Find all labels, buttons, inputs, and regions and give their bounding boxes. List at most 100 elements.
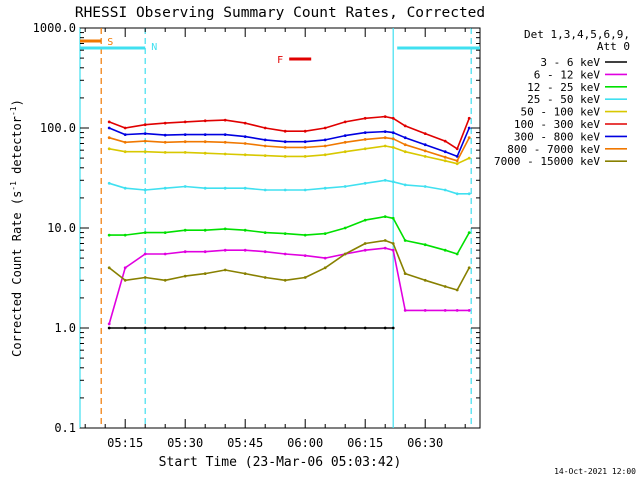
data-point (323, 232, 327, 236)
data-point (283, 232, 287, 236)
y-tick-label: 1000.0 (33, 21, 76, 35)
data-point (143, 132, 147, 136)
data-point (423, 309, 427, 312)
data-point (467, 156, 471, 160)
data-point (107, 120, 111, 124)
data-point (123, 266, 127, 270)
legend-header-attenuator: Att 0 (597, 40, 630, 53)
x-tick-label: 06:00 (287, 436, 323, 450)
data-point (363, 242, 367, 245)
series-line (108, 115, 470, 150)
data-point (323, 186, 327, 190)
data-point (283, 278, 287, 282)
legend-entry-label: 100 - 300 keV (514, 118, 600, 131)
data-point (183, 274, 187, 278)
data-point (443, 285, 447, 288)
data-point (403, 150, 407, 154)
legend-entry-label: 800 - 7000 keV (507, 143, 600, 156)
data-point (123, 186, 127, 190)
data-point (283, 155, 287, 158)
series-lines (107, 115, 471, 330)
data-point (323, 256, 327, 260)
y-axis: 0.1 1.0 10.0 100.0 1000.0 (33, 21, 480, 435)
data-point (467, 266, 471, 270)
vertical-marker-lines (79, 28, 472, 428)
data-point (383, 246, 387, 250)
data-point (403, 183, 407, 187)
data-point (143, 252, 147, 256)
x-tick-label: 05:45 (227, 436, 263, 450)
data-point (163, 186, 167, 190)
data-point (107, 266, 111, 270)
x-tick-label: 05:15 (107, 436, 143, 450)
data-point (423, 132, 427, 136)
data-point (383, 144, 387, 148)
data-point (363, 248, 367, 252)
data-point (203, 326, 207, 330)
data-point (343, 120, 347, 124)
data-point (391, 242, 395, 245)
data-point (263, 231, 267, 235)
data-point (383, 130, 387, 134)
flag-label-f: F (277, 55, 283, 66)
data-point (343, 134, 347, 138)
y-tick-label: 100.0 (40, 121, 76, 135)
data-point (403, 272, 407, 275)
data-point (303, 188, 307, 192)
data-point (243, 272, 247, 275)
data-point (183, 326, 187, 330)
data-point (163, 326, 167, 330)
data-point (363, 131, 367, 135)
data-point (303, 233, 307, 237)
data-point (423, 149, 427, 153)
data-point (363, 181, 367, 185)
data-point (123, 133, 127, 137)
data-point (107, 181, 111, 185)
data-point (183, 133, 187, 137)
data-point (123, 233, 127, 237)
data-point (423, 143, 427, 147)
data-point (223, 227, 227, 231)
data-point (263, 188, 267, 192)
data-point (443, 188, 447, 192)
x-tick-label: 06:30 (407, 436, 443, 450)
data-point (455, 309, 459, 312)
data-point (303, 140, 307, 144)
data-point (143, 188, 147, 192)
data-point (403, 143, 407, 147)
data-point (143, 276, 147, 279)
data-point (183, 120, 187, 124)
data-point (143, 326, 147, 330)
data-point (383, 239, 387, 242)
data-point (263, 276, 267, 279)
data-point (283, 326, 287, 330)
data-point (223, 186, 227, 190)
data-point (283, 140, 287, 144)
data-point (343, 140, 347, 144)
flag-label-n: N (151, 42, 157, 53)
data-point (383, 215, 387, 219)
data-point (203, 272, 207, 275)
data-point (391, 248, 395, 252)
data-point (123, 126, 127, 130)
data-point (423, 155, 427, 158)
data-point (223, 140, 227, 144)
data-point (283, 129, 287, 133)
data-point (423, 243, 427, 247)
data-point (223, 248, 227, 252)
data-point (403, 136, 407, 140)
data-point (123, 278, 127, 282)
data-point (203, 133, 207, 137)
data-point (455, 162, 459, 166)
data-point (243, 142, 247, 145)
data-point (383, 326, 387, 330)
data-point (203, 140, 207, 144)
legend-entry-label: 3 - 6 keV (540, 56, 600, 69)
data-point (163, 151, 167, 154)
data-point (455, 159, 459, 163)
data-point (303, 155, 307, 158)
data-point (123, 326, 127, 330)
series-line (109, 145, 470, 165)
series-line (108, 179, 470, 195)
